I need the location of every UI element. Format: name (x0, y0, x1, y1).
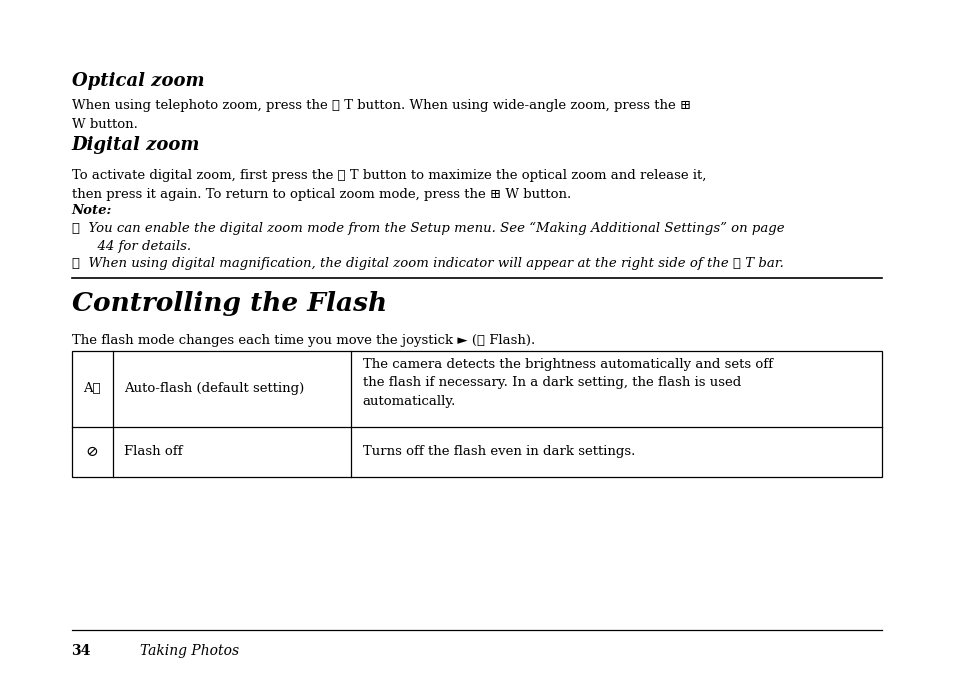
Text: When using telephoto zoom, press the Ⓣ T button. When using wide-angle zoom, pre: When using telephoto zoom, press the Ⓣ T… (71, 99, 690, 131)
Bar (71, 351, 882, 477)
Text: Auto-flash (default setting): Auto-flash (default setting) (124, 382, 304, 396)
Text: ❰  When using digital magnification, the digital zoom indicator will appear at t: ❰ When using digital magnification, the … (71, 257, 782, 270)
Text: Controlling the Flash: Controlling the Flash (71, 291, 386, 316)
Text: Optical zoom: Optical zoom (71, 72, 204, 89)
Text: A⚡: A⚡ (83, 382, 101, 396)
Text: 44 for details.: 44 for details. (71, 240, 191, 253)
Text: Note:: Note: (71, 204, 112, 217)
Text: ❰  You can enable the digital zoom mode from the Setup menu. See “Making Additio: ❰ You can enable the digital zoom mode f… (71, 221, 783, 234)
Text: Flash off: Flash off (124, 445, 182, 458)
Text: The camera detects the brightness automatically and sets off
the flash if necess: The camera detects the brightness automa… (362, 358, 772, 407)
Text: The flash mode changes each time you move the joystick ► (⚡ Flash).: The flash mode changes each time you mov… (71, 334, 535, 347)
Text: Digital zoom: Digital zoom (71, 136, 200, 154)
Text: ⊘: ⊘ (86, 445, 98, 459)
Text: Taking Photos: Taking Photos (140, 644, 239, 658)
Text: 34: 34 (71, 644, 91, 658)
Text: Turns off the flash even in dark settings.: Turns off the flash even in dark setting… (362, 445, 635, 458)
Text: To activate digital zoom, first press the Ⓣ T button to maximize the optical zoo: To activate digital zoom, first press th… (71, 169, 705, 201)
